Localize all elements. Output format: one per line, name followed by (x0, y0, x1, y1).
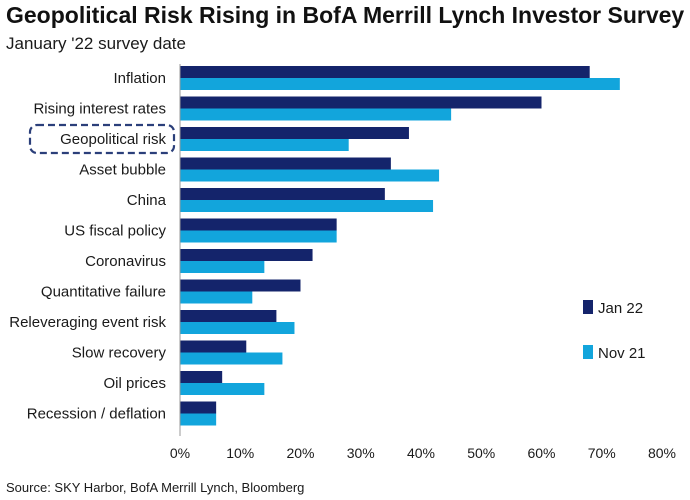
bar-jan22-8 (180, 310, 277, 322)
bar-jan22-6 (180, 249, 313, 261)
bar-jan22-0 (180, 66, 590, 78)
x-tick-label: 80% (648, 445, 676, 461)
bar-nov21-2 (180, 139, 349, 151)
source-note: Source: SKY Harbor, BofA Merrill Lynch, … (6, 480, 305, 495)
bar-jan22-11 (180, 401, 217, 414)
bar-nov21-3 (180, 169, 440, 182)
bar-nov21-8 (180, 322, 295, 334)
category-label: Releveraging event risk (9, 314, 166, 331)
bar-nov21-9 (180, 352, 283, 365)
category-label: Rising interest rates (33, 101, 166, 118)
x-tick-label: 20% (286, 445, 314, 461)
category-label: Recession / deflation (27, 406, 166, 423)
bar-jan22-5 (180, 218, 337, 231)
bar-jan22-9 (180, 340, 247, 353)
category-label: Slow recovery (72, 345, 167, 362)
x-tick-label: 60% (527, 445, 555, 461)
bar-jan22-3 (180, 157, 391, 170)
bar-jan22-4 (180, 188, 385, 200)
category-label: China (127, 192, 167, 209)
category-label: Quantitative failure (41, 284, 166, 301)
category-label: Asset bubble (79, 162, 166, 179)
bar-jan22-1 (180, 96, 542, 109)
bar-nov21-0 (180, 78, 620, 90)
category-label: Oil prices (103, 375, 166, 392)
bar-nov21-1 (180, 108, 452, 121)
bar-nov21-5 (180, 230, 337, 243)
legend-label: Nov 21 (598, 345, 646, 362)
x-tick-label: 40% (407, 445, 435, 461)
x-tick-label: 70% (588, 445, 616, 461)
bar-nov21-4 (180, 200, 434, 212)
highlight-box (28, 123, 176, 155)
legend-swatch-nov21 (583, 345, 593, 359)
legend-label: Jan 22 (598, 300, 643, 317)
bar-nov21-11 (180, 413, 217, 426)
category-label: Coronavirus (85, 253, 166, 270)
bar-nov21-10 (180, 383, 265, 395)
category-label: Geopolitical risk (60, 131, 166, 148)
category-label: Inflation (113, 70, 166, 87)
x-tick-label: 10% (226, 445, 254, 461)
bar-nov21-6 (180, 261, 265, 273)
bar-jan22-2 (180, 127, 409, 139)
x-tick-label: 50% (467, 445, 495, 461)
chart-subtitle: January '22 survey date (6, 34, 186, 53)
bar-jan22-7 (180, 279, 301, 292)
category-label: US fiscal policy (64, 223, 166, 240)
legend-swatch-jan22 (583, 300, 593, 314)
bar-jan22-10 (180, 371, 223, 383)
x-tick-label: 0% (170, 445, 190, 461)
bar-nov21-7 (180, 291, 253, 304)
x-tick-label: 30% (347, 445, 375, 461)
chart-title: Geopolitical Risk Rising in BofA Merrill… (6, 2, 685, 28)
